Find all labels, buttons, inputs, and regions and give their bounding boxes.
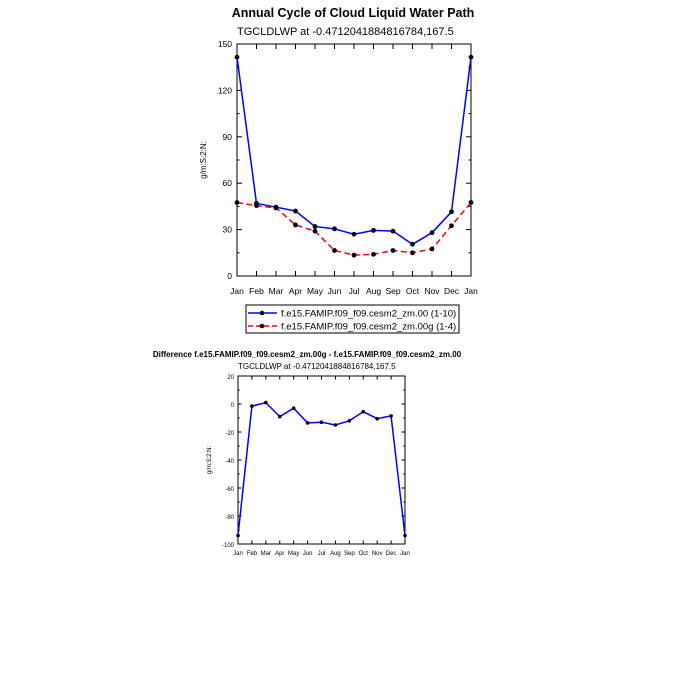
chart2-xtick-label: Apr: [275, 551, 284, 557]
chart1-series-1-point: [234, 54, 240, 60]
chart1-subtitle: TGCLDLWP at -0.4712041884816784,167.5: [237, 26, 454, 38]
chart1-xtick-label: Jan: [230, 286, 244, 296]
chart1-series-2-point: [254, 203, 259, 209]
chart1-series-1-point: [312, 224, 318, 229]
chart1-ytick-label: 90: [223, 132, 233, 142]
chart1-series-1-point: [449, 209, 454, 215]
chart1-series-2-point: [449, 223, 454, 229]
chart2-ylabel: g/m:S:2:N:: [207, 445, 213, 474]
chart1-series-2-point: [410, 250, 415, 256]
chart1-xtick-label: Jul: [349, 286, 360, 296]
chart2-subtitle: TGCLDLWP at -0.4712041884816784,167.5: [238, 362, 396, 371]
chart2-xtick-label: Feb: [247, 551, 258, 557]
chart1-series-1-point: [332, 226, 337, 232]
chart1-series-2-point: [371, 251, 376, 257]
chart2-series-1-point: [236, 533, 240, 538]
chart1-series-1-point: [390, 228, 396, 234]
chart2-series-1-point: [361, 409, 366, 414]
chart2-series-1-point: [277, 414, 282, 419]
chart1-ytick-label: 0: [227, 271, 232, 281]
chart1-ylabel: g/m:S:2:N:: [199, 141, 208, 179]
chart1-xtick-label: Oct: [406, 286, 420, 296]
chart1-series-2-point: [351, 252, 357, 258]
chart2-ytick-label: 0: [231, 403, 235, 409]
chart1-xtick-label: Feb: [249, 286, 264, 296]
chart2-series-1-point: [305, 421, 310, 425]
chart2-xtick-label: Mar: [261, 551, 271, 557]
chart1-series-2-point: [390, 248, 396, 253]
chart2-xtick-label: Nov: [372, 551, 383, 557]
chart2-ytick-label: -100: [222, 543, 235, 549]
chart2-title: Difference f.e15.FAMIP.f09_f09.cesm2_zm.…: [153, 350, 462, 359]
chart2-axes: -100 -80 -60 -40 -20 0 20 Jan Feb Mar Apr May Jun Jul…: [222, 375, 410, 557]
legend-label-series-2: f.e15.FAMIP.f09_f09.cesm2_zm.00g (1-4): [281, 322, 456, 333]
chart1-series-1-point: [293, 208, 298, 214]
chart2-series-1-point: [375, 416, 379, 421]
chart2-series-1-point: [250, 404, 254, 408]
chart2-series-1-point: [319, 420, 324, 425]
chart2-ytick-label: -20: [225, 431, 234, 437]
chart1-series-2-point: [468, 200, 474, 205]
chart1-xtick-label: Jan: [464, 286, 478, 296]
chart2-series-1-point: [389, 414, 393, 418]
chart1-xtick-label: May: [307, 286, 324, 296]
legend-marker-series-1: [259, 310, 265, 316]
chart1-series-2-point: [312, 228, 318, 234]
chart1-xtick-label: Jun: [328, 286, 342, 296]
chart1-series-1-point: [351, 231, 357, 237]
chart1-xtick-label: Apr: [289, 286, 302, 296]
chart1-legend-box: [245, 304, 460, 334]
chart1-series-1-point: [429, 230, 435, 236]
chart2-series-group: [236, 400, 407, 538]
chart1-ytick-label: 30: [223, 225, 233, 235]
chart2-xtick-label: May: [288, 551, 299, 557]
chart2-ytick-label: -80: [225, 515, 234, 521]
chart1-plot-frame: [236, 43, 472, 277]
chart1-series-1-point: [371, 227, 376, 233]
chart2-series-1-point: [403, 533, 407, 538]
chart2-xtick-label: Jan: [233, 551, 243, 557]
chart1-title: Annual Cycle of Cloud Liquid Water Path: [232, 6, 475, 20]
chart2-xtick-label: Aug: [330, 551, 341, 557]
chart2-xtick-label: Jun: [303, 551, 313, 557]
chart1-xtick-label: Nov: [424, 286, 440, 296]
chart1-series-line-1: [236, 57, 472, 246]
legend-marker-series-2: [259, 323, 265, 329]
chart1-series-2-point: [293, 222, 298, 228]
chart1-series-2-point: [429, 246, 435, 252]
chart1-series-2-point: [332, 248, 337, 253]
chart2-series-1-point: [347, 419, 352, 423]
chart1-series-2-point: [273, 205, 279, 211]
chart1-xtick-label: Sep: [385, 286, 400, 296]
chart2-ytick-label: 20: [227, 375, 234, 381]
chart1-series-group: [234, 54, 474, 258]
chart2-series-1-point: [291, 406, 296, 411]
chart2-xtick-label: Jul: [318, 551, 326, 557]
chart1-series-1-point: [410, 241, 415, 247]
chart2-series-1-point: [264, 400, 268, 405]
chart2-xtick-label: Sep: [344, 551, 355, 557]
chart2-xtick-label: Oct: [359, 551, 369, 557]
legend-label-series-1: f.e15.FAMIP.f09_f09.cesm2_zm.00 (1-10): [281, 309, 456, 320]
chart1-axes: 0 30 60 90 120 150 Jan Feb Mar Apr May Jun Jul Aug Sep…: [218, 39, 478, 296]
chart1-series-1-point: [468, 54, 474, 60]
chart1-series-2-point: [234, 200, 240, 205]
chart1-xtick-label: Aug: [366, 286, 381, 296]
chart2-series-1-point: [333, 423, 338, 427]
chart1-ytick-label: 120: [218, 85, 232, 95]
chart1-xtick-label: Mar: [269, 286, 284, 296]
chart1-xtick-label: Dec: [444, 286, 460, 296]
chart2-ytick-label: -60: [225, 487, 234, 493]
chart2-xtick-label: Dec: [386, 551, 397, 557]
chart2-ytick-label: -40: [225, 459, 234, 465]
chart2-xtick-label: Jan: [400, 551, 410, 557]
chart1-ytick-label: 60: [223, 178, 233, 188]
chart1-ytick-label: 150: [218, 39, 232, 49]
chart2-plot-frame: [237, 375, 406, 545]
